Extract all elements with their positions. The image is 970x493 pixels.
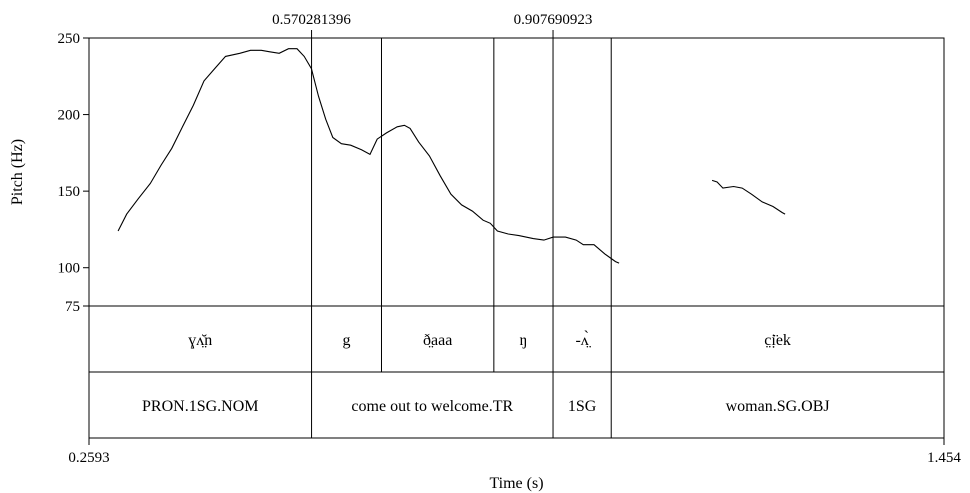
top-marker-label: 0.570281396: [272, 12, 351, 28]
gloss-label: come out to welcome.TR: [351, 398, 513, 415]
gloss-label: woman.SG.OBJ: [726, 398, 830, 415]
segment-label: ŋ: [519, 332, 527, 349]
x-tick-label: 1.454: [927, 450, 961, 466]
x-tick-label: 0.2593: [68, 450, 109, 466]
segment-label: g: [343, 332, 351, 349]
segment-label: ɣʌ̤̆n: [188, 332, 212, 349]
pitch-contour-1: [117, 48, 620, 264]
pitch-contour-2: [711, 179, 786, 215]
x-axis-title: Time (s): [489, 475, 543, 492]
y-tick-label: 100: [58, 261, 81, 277]
gloss-label: 1SG: [568, 398, 597, 415]
y-tick-label: 75: [65, 299, 80, 315]
gloss-label: PRON.1SG.NOM: [142, 398, 258, 415]
top-marker-label: 0.907690923: [514, 12, 593, 28]
segment-label: -ʌ̤̀: [575, 329, 591, 349]
y-axis-title: Pitch (Hz): [9, 139, 26, 205]
segment-label: c̤ị̈ek: [764, 332, 791, 349]
y-tick-label: 200: [58, 108, 81, 124]
plot-frame: [88, 37, 945, 439]
y-tick-label: 250: [58, 31, 81, 47]
segment-label: ð̤aaa: [423, 332, 452, 349]
y-tick-label: 150: [58, 184, 81, 200]
